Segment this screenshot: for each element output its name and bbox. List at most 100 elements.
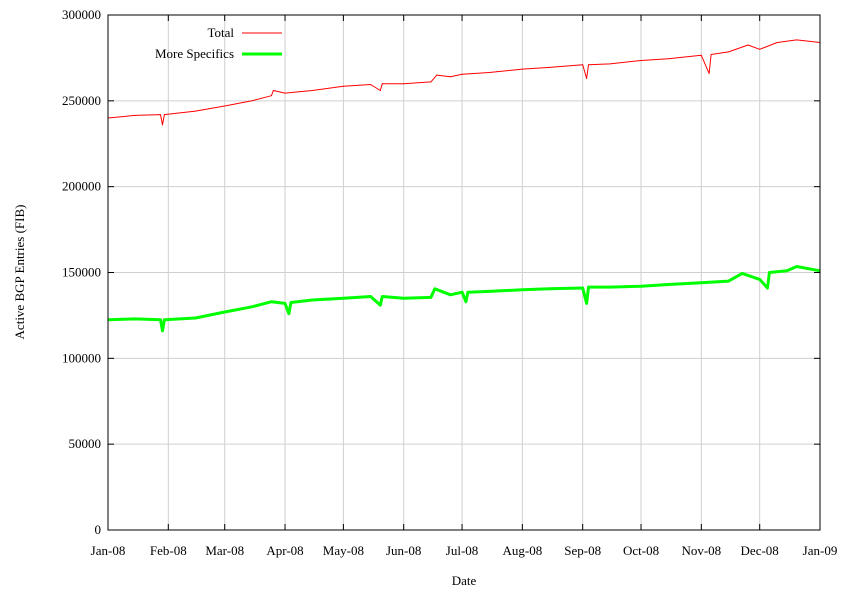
data-point bbox=[403, 297, 405, 299]
data-point bbox=[449, 294, 451, 296]
data-point bbox=[284, 92, 286, 94]
data-point bbox=[708, 72, 710, 74]
data-point bbox=[796, 39, 798, 41]
data-point bbox=[251, 100, 253, 102]
data-point bbox=[747, 44, 749, 46]
data-point bbox=[342, 85, 344, 87]
data-point bbox=[160, 319, 162, 321]
series-layer bbox=[107, 39, 821, 333]
data-point bbox=[381, 83, 383, 85]
data-point bbox=[700, 282, 702, 284]
data-point bbox=[588, 286, 590, 288]
y-tick-label: 0 bbox=[95, 522, 102, 537]
data-point bbox=[776, 41, 778, 43]
legend-label-total: Total bbox=[207, 25, 234, 40]
data-point bbox=[379, 304, 381, 306]
data-point bbox=[342, 297, 344, 299]
series-line-more-specifics bbox=[107, 265, 821, 333]
data-point bbox=[161, 124, 163, 126]
legend-label-more-specifics: More Specifics bbox=[155, 46, 234, 61]
data-point bbox=[766, 287, 768, 289]
data-point bbox=[134, 114, 136, 116]
data-point bbox=[449, 76, 451, 78]
data-point bbox=[521, 68, 523, 70]
data-point bbox=[609, 286, 611, 288]
data-point bbox=[436, 74, 438, 76]
data-point bbox=[290, 302, 292, 304]
data-point bbox=[161, 330, 163, 332]
data-point bbox=[284, 302, 286, 304]
data-point bbox=[311, 299, 313, 301]
x-tick-label: Jul-08 bbox=[446, 543, 479, 558]
data-point bbox=[582, 64, 584, 66]
data-point bbox=[768, 272, 770, 273]
data-point bbox=[224, 311, 226, 313]
data-point bbox=[786, 270, 788, 272]
x-tick-label: Jan-09 bbox=[803, 543, 838, 558]
x-tick-label: Mar-08 bbox=[205, 543, 244, 558]
x-tick-label: May-08 bbox=[323, 543, 364, 558]
data-point bbox=[195, 110, 197, 112]
x-tick-label: Sep-08 bbox=[564, 543, 601, 558]
legend: Total More Specifics bbox=[155, 25, 282, 61]
x-tick-label: Jan-08 bbox=[91, 543, 126, 558]
data-point bbox=[549, 288, 551, 290]
y-tick-label: 150000 bbox=[62, 265, 101, 280]
data-point bbox=[549, 66, 551, 68]
x-axis-label: Date bbox=[452, 573, 477, 588]
x-tick-label: Aug-08 bbox=[503, 543, 543, 558]
data-point bbox=[403, 83, 405, 85]
data-point bbox=[667, 284, 669, 286]
data-point bbox=[488, 72, 490, 74]
data-point bbox=[582, 287, 584, 289]
data-point bbox=[160, 114, 162, 116]
x-tick-label: Apr-08 bbox=[266, 543, 303, 558]
data-point bbox=[796, 265, 798, 267]
data-point bbox=[430, 81, 432, 83]
data-point bbox=[270, 301, 272, 303]
data-point bbox=[521, 289, 523, 291]
data-point bbox=[311, 90, 313, 92]
x-axis: Jan-08 Feb-08 Mar-08 Apr-08 May-08 Jun-08 Jul-… bbox=[91, 15, 838, 558]
y-tick-label: 300000 bbox=[62, 7, 101, 22]
data-point bbox=[224, 105, 226, 107]
y-tick-label: 200000 bbox=[62, 179, 101, 194]
x-tick-label: Oct-08 bbox=[623, 543, 659, 558]
data-point bbox=[251, 306, 253, 308]
y-tick-label: 250000 bbox=[62, 93, 101, 108]
x-tick-label: Dec-08 bbox=[741, 543, 779, 558]
data-point bbox=[609, 63, 611, 65]
y-tick-label: 50000 bbox=[69, 436, 102, 451]
data-point bbox=[586, 302, 588, 304]
data-point bbox=[461, 73, 463, 75]
data-point bbox=[272, 90, 274, 92]
data-point bbox=[667, 58, 669, 60]
data-point bbox=[728, 51, 730, 53]
data-point bbox=[586, 78, 588, 80]
x-tick-label: Nov-08 bbox=[681, 543, 721, 558]
data-point bbox=[370, 296, 372, 298]
x-tick-label: Feb-08 bbox=[150, 543, 187, 558]
data-point bbox=[163, 114, 165, 116]
data-point bbox=[710, 53, 712, 55]
data-point bbox=[759, 48, 761, 50]
y-axis: 0 50000 100000 150000 200000 250000 300000 bbox=[62, 7, 820, 537]
data-point bbox=[640, 59, 642, 61]
data-point bbox=[640, 285, 642, 287]
data-point bbox=[759, 278, 761, 280]
data-point bbox=[465, 301, 467, 303]
data-point bbox=[434, 288, 436, 290]
y-axis-label: Active BGP Entries (FIB) bbox=[12, 205, 27, 340]
data-point bbox=[134, 318, 136, 320]
data-point bbox=[288, 313, 290, 315]
data-point bbox=[379, 90, 381, 92]
data-point bbox=[430, 296, 432, 298]
grid bbox=[108, 15, 820, 530]
data-point bbox=[270, 95, 272, 97]
data-point bbox=[461, 291, 463, 293]
data-point bbox=[728, 280, 730, 282]
data-point bbox=[488, 290, 490, 292]
data-point bbox=[381, 296, 383, 298]
data-point bbox=[588, 64, 590, 66]
